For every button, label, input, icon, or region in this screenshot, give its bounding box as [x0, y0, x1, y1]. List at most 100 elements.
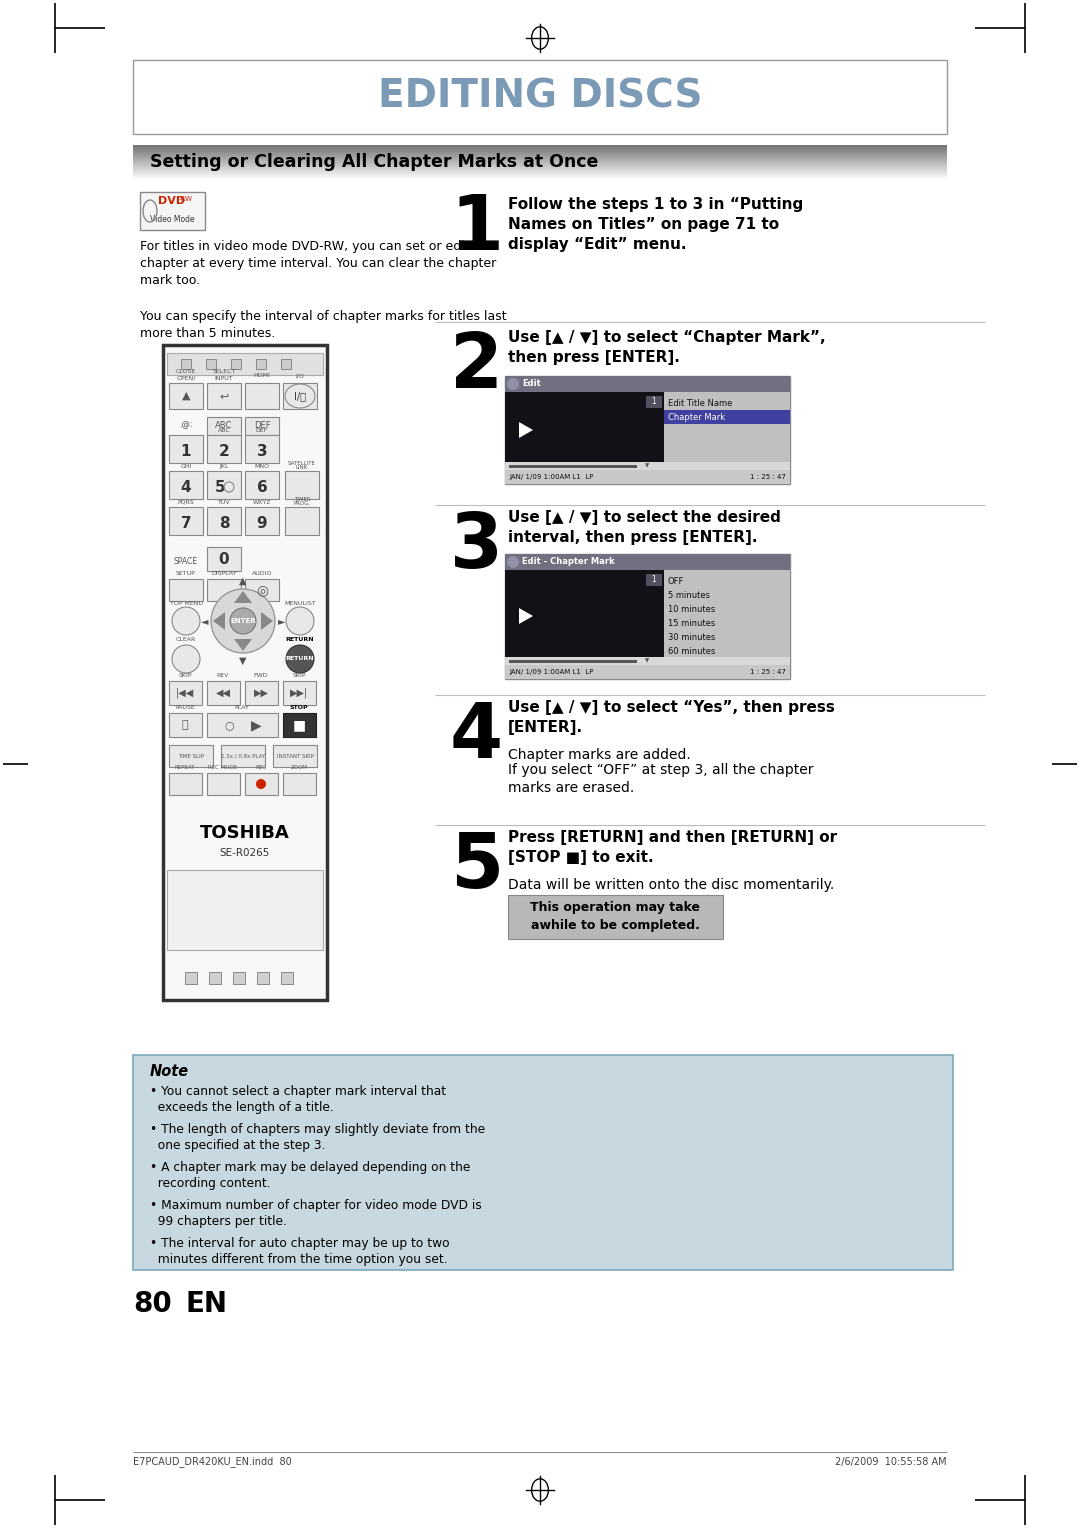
Text: 10 minutes: 10 minutes [669, 605, 715, 614]
Text: |◀◀: |◀◀ [176, 688, 194, 698]
Text: OFF: OFF [669, 576, 685, 585]
Bar [207, 471, 241, 500]
Text: 2: 2 [218, 443, 229, 458]
Text: ►: ► [278, 616, 285, 626]
Bar [167, 353, 323, 374]
Text: STOP: STOP [289, 704, 308, 711]
Text: • The length of chapters may slightly deviate from the
  one specified at the st: • The length of chapters may slightly de… [150, 1123, 485, 1152]
Bar [245, 435, 279, 463]
Bar [256, 359, 266, 368]
Text: PLAY: PLAY [234, 704, 249, 711]
Text: If you select “OFF” at step 3, all the chapter
marks are erased.: If you select “OFF” at step 3, all the c… [508, 762, 813, 796]
Text: ■: ■ [293, 718, 306, 732]
Text: SELECT: SELECT [213, 368, 235, 374]
Bar [273, 746, 318, 767]
Bar [181, 359, 191, 368]
Polygon shape [234, 591, 252, 604]
Text: Edit - Chapter Mark: Edit - Chapter Mark [522, 558, 615, 567]
Text: ○: ○ [225, 720, 234, 730]
Circle shape [230, 608, 256, 634]
Text: TOP MENU: TOP MENU [170, 601, 203, 607]
Bar [231, 359, 241, 368]
Text: Video Mode: Video Mode [150, 215, 194, 225]
Bar [168, 681, 202, 704]
Text: PAUSE: PAUSE [175, 704, 194, 711]
Bar [221, 746, 265, 767]
Text: GHI: GHI [180, 465, 192, 469]
Bar [233, 972, 245, 984]
Text: LINK: LINK [296, 465, 308, 471]
Circle shape [256, 779, 266, 788]
Text: 2/6/2009  10:55:58 AM: 2/6/2009 10:55:58 AM [835, 1458, 947, 1467]
Bar [168, 471, 203, 500]
Text: You can specify the interval of chapter marks for titles last
more than 5 minute: You can specify the interval of chapter … [140, 310, 507, 341]
Bar [140, 193, 205, 231]
Text: OPEN/: OPEN/ [176, 376, 195, 380]
Bar [505, 657, 789, 665]
Bar [509, 465, 637, 468]
Text: FWD: FWD [254, 672, 268, 678]
Bar [207, 507, 241, 535]
Text: 1.3x / 0.8x PLAY: 1.3x / 0.8x PLAY [221, 753, 265, 758]
Text: ENTER: ENTER [230, 617, 256, 623]
Text: 30 minutes: 30 minutes [669, 633, 715, 642]
Text: INPUT: INPUT [215, 376, 233, 380]
Text: 80: 80 [133, 1290, 172, 1319]
Bar [245, 579, 279, 601]
Bar [245, 384, 279, 410]
Text: I/⁠⦿: I/⁠⦿ [294, 391, 306, 400]
Text: Use [▲ / ▼] to select “Yes”, then press
[ENTER].: Use [▲ / ▼] to select “Yes”, then press … [508, 700, 835, 735]
Text: TIMER: TIMER [294, 497, 310, 503]
Text: MNO: MNO [255, 465, 270, 469]
Text: -RW: -RW [179, 196, 193, 202]
Bar [646, 396, 662, 408]
Bar [505, 376, 789, 393]
Bar [168, 773, 202, 795]
Bar [664, 410, 789, 423]
Text: 4: 4 [450, 700, 503, 775]
Text: Use [▲ / ▼] to select “Chapter Mark”,
then press [ENTER].: Use [▲ / ▼] to select “Chapter Mark”, th… [508, 330, 825, 365]
Bar [168, 507, 203, 535]
Bar [283, 773, 316, 795]
Text: 1: 1 [651, 576, 657, 585]
Text: ◄: ◄ [201, 616, 208, 626]
Text: This operation may take
awhile to be completed.: This operation may take awhile to be com… [530, 902, 700, 932]
Text: • The interval for auto chapter may be up to two
  minutes different from the ti: • The interval for auto chapter may be u… [150, 1238, 449, 1267]
Bar [505, 555, 789, 678]
Text: ▶▶: ▶▶ [254, 688, 269, 698]
Text: • Maximum number of chapter for video mode DVD is
  99 chapters per title.: • Maximum number of chapter for video mo… [150, 1199, 482, 1229]
Circle shape [286, 645, 314, 672]
Text: JAN/ 1/09 1:00AM L1  LP: JAN/ 1/09 1:00AM L1 LP [509, 474, 593, 480]
Bar [505, 393, 664, 471]
Text: ZOOM: ZOOM [291, 766, 308, 770]
Text: 7: 7 [180, 515, 191, 530]
Text: 15 minutes: 15 minutes [669, 619, 715, 628]
Text: 5: 5 [215, 480, 226, 495]
Text: AUDIO: AUDIO [252, 571, 272, 576]
Polygon shape [519, 422, 534, 439]
Text: ABC: ABC [215, 422, 232, 431]
Text: DISPLAY: DISPLAY [212, 571, 237, 576]
Bar [168, 384, 203, 410]
Text: DEF: DEF [254, 422, 270, 431]
Text: SKIP: SKIP [178, 672, 192, 678]
Circle shape [286, 607, 314, 636]
Text: 2: 2 [450, 330, 503, 403]
Bar [245, 471, 279, 500]
Bar [664, 393, 789, 471]
Text: 9: 9 [257, 515, 268, 530]
Text: 6: 6 [257, 480, 268, 495]
Text: MENULIST: MENULIST [284, 601, 315, 607]
Text: ▼: ▼ [240, 656, 246, 666]
Text: 5: 5 [450, 830, 503, 905]
Circle shape [507, 556, 519, 568]
Text: ABC: ABC [218, 428, 230, 432]
Text: REC: REC [256, 766, 267, 770]
Text: SPACE: SPACE [174, 556, 198, 565]
Text: ▼: ▼ [645, 463, 649, 469]
Bar [168, 714, 202, 736]
Bar [245, 507, 279, 535]
Text: DEF: DEF [256, 428, 268, 432]
Bar [283, 681, 316, 704]
Bar [163, 345, 327, 999]
